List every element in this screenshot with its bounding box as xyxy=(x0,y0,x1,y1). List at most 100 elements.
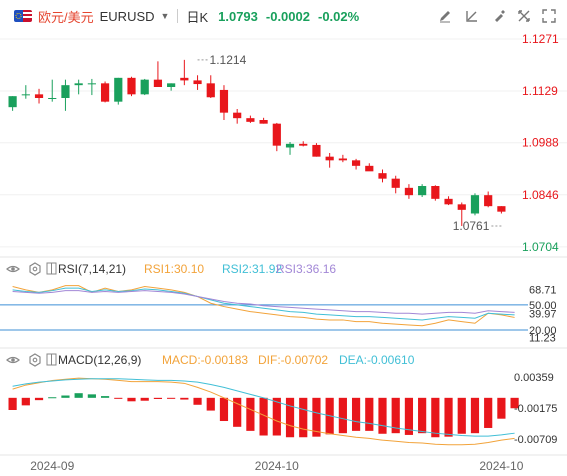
candle xyxy=(418,184,427,197)
price-axis-label: 1.0988 xyxy=(522,136,559,150)
macd-bar xyxy=(48,397,57,399)
macd-lines xyxy=(12,377,515,446)
candle xyxy=(8,96,17,111)
candle xyxy=(233,109,242,124)
eye-icon[interactable] xyxy=(6,265,20,273)
candle xyxy=(74,79,83,95)
rsi-header: RSI(7,14,21) RSI1:30.10 RSI2:31.92RSI3:36.… xyxy=(6,262,336,276)
candle-body xyxy=(299,143,308,146)
candle xyxy=(312,143,321,157)
eye-icon[interactable] xyxy=(6,356,20,364)
candle-body xyxy=(48,98,57,99)
candle-body xyxy=(431,186,440,199)
macd-axis-label: 0.00359 xyxy=(514,372,554,384)
candle xyxy=(127,76,136,97)
flag-icon xyxy=(14,10,32,22)
gear-icon[interactable] xyxy=(29,353,41,367)
pencil-icon[interactable] xyxy=(436,7,454,25)
candle-body xyxy=(484,195,493,207)
candle xyxy=(206,75,215,98)
rsi-line-rsi3 xyxy=(12,290,515,315)
macd-bar xyxy=(272,397,281,436)
candle xyxy=(497,206,506,214)
macd-histogram xyxy=(8,393,519,438)
candle-body xyxy=(418,186,427,196)
macd-bar xyxy=(457,397,466,434)
candle xyxy=(153,61,163,87)
indicator-title: RSI(7,14,21) xyxy=(58,262,126,276)
macd-bar xyxy=(312,397,321,437)
macd-bar xyxy=(259,397,268,436)
candle-body xyxy=(180,77,189,81)
draw-line-icon[interactable] xyxy=(490,7,508,25)
candle xyxy=(444,196,453,206)
macd-bar xyxy=(391,397,400,434)
macd-header: MACD(12,26,9) MACD:-0.00183 DIF:-0.00702 DE… xyxy=(6,353,415,367)
macd-axis-label: -0.00175 xyxy=(514,403,557,415)
pair-code[interactable]: EURUSD xyxy=(99,8,155,24)
candle-body xyxy=(391,178,400,188)
candle xyxy=(470,193,480,216)
candle xyxy=(338,154,347,163)
indicator-icon[interactable] xyxy=(46,262,57,275)
price-change-pct: -0.02% xyxy=(317,8,360,24)
candle xyxy=(259,117,268,124)
macd-bar xyxy=(351,397,361,431)
high-annotation: 1.1214 xyxy=(210,53,247,67)
chevron-down-icon[interactable]: ▼ xyxy=(160,11,170,21)
macd-bar xyxy=(444,397,453,437)
candle xyxy=(167,83,176,91)
macd-bar xyxy=(114,397,123,399)
gear-icon[interactable] xyxy=(29,262,41,276)
main-gridlines xyxy=(0,38,567,248)
pair-name[interactable]: 欧元/美元 xyxy=(38,9,94,25)
macd-bar xyxy=(140,397,149,401)
candle-body xyxy=(365,165,374,172)
macd-bar xyxy=(127,397,136,402)
fullscreen-icon[interactable] xyxy=(540,7,558,25)
candle-body xyxy=(351,160,361,166)
macd-bar xyxy=(34,397,44,401)
macd-bar xyxy=(246,397,255,431)
candle-body xyxy=(325,156,334,161)
candle-body xyxy=(444,198,453,205)
rsi-legend-rsi3: RSI3:36.16 xyxy=(276,262,336,276)
ruler-icon[interactable] xyxy=(463,7,481,25)
rsi-legend-rsi2: RSI2:31.92 xyxy=(222,262,282,276)
candle xyxy=(484,191,493,208)
candle-body xyxy=(167,83,176,87)
rsi-axis-label: 11.23 xyxy=(529,332,556,344)
candle-body xyxy=(100,83,110,102)
candle xyxy=(34,88,44,104)
candle-body xyxy=(8,96,17,108)
candle xyxy=(114,77,123,105)
low-annotation: 1.0761 xyxy=(453,219,490,233)
divider xyxy=(177,9,179,23)
candle xyxy=(21,85,30,99)
macd-bar xyxy=(285,397,295,438)
candle xyxy=(219,85,229,120)
macd-bar xyxy=(418,397,427,434)
macd-bar xyxy=(153,397,163,399)
indicator-icon[interactable] xyxy=(46,353,57,366)
macd-bar xyxy=(74,393,83,398)
candle-body xyxy=(21,94,30,96)
timeframe-selector[interactable]: 日K xyxy=(186,9,209,25)
candle xyxy=(87,78,96,96)
candle xyxy=(365,163,374,172)
candle xyxy=(391,175,400,194)
macd-bar xyxy=(365,397,374,431)
rsi-line-rsi1 xyxy=(12,285,515,327)
candle-body xyxy=(140,79,149,95)
candle-body xyxy=(219,89,229,113)
macd-bar xyxy=(470,397,480,434)
rsi-line-rsi2 xyxy=(12,287,515,321)
macd-axis: 0.00359 -0.00175 -0.00709 xyxy=(514,372,557,446)
macd-bar xyxy=(61,395,70,398)
expand-icon[interactable] xyxy=(515,7,533,25)
candle-body xyxy=(87,83,96,85)
macd-bar xyxy=(484,397,493,428)
candle-body xyxy=(338,158,347,161)
